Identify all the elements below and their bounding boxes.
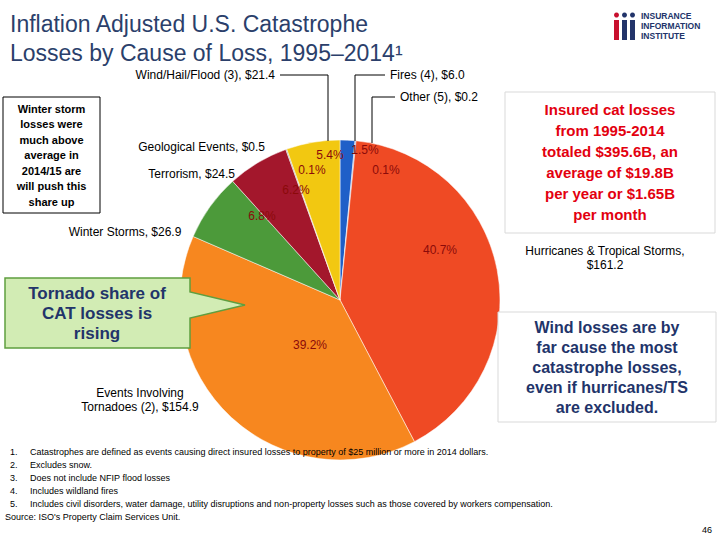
svg-text:far cause the most: far cause the most: [536, 339, 678, 356]
svg-text:average of $19.8B: average of $19.8B: [546, 164, 674, 181]
svg-text:average in: average in: [24, 149, 79, 161]
svg-text:Includes civil disorders, wate: Includes civil disorders, water damage, …: [30, 499, 553, 509]
svg-text:rising: rising: [74, 324, 120, 343]
svg-text:Tornadoes (2), $154.9: Tornadoes (2), $154.9: [81, 400, 199, 414]
svg-text:0.1%: 0.1%: [372, 163, 400, 177]
svg-text:catastrophe losses,: catastrophe losses,: [532, 359, 681, 376]
svg-text:5.: 5.: [10, 499, 18, 509]
svg-text:Tornado share of: Tornado share of: [28, 284, 166, 303]
svg-text:4.: 4.: [10, 486, 18, 496]
svg-text:Fires (4), $6.0: Fires (4), $6.0: [390, 68, 465, 82]
svg-text:Catastrophes are defined as ev: Catastrophes are defined as events causi…: [30, 447, 488, 457]
svg-text:CAT losses is: CAT losses is: [42, 304, 152, 323]
svg-text:Hurricanes & Tropical Storms,: Hurricanes & Tropical Storms,: [525, 244, 684, 258]
svg-text:$161.2: $161.2: [587, 258, 624, 272]
svg-text:5.4%: 5.4%: [316, 148, 344, 162]
svg-text:Excludes snow.: Excludes snow.: [30, 460, 92, 470]
svg-text:INFORMATION: INFORMATION: [641, 21, 700, 31]
svg-text:are excluded.: are excluded.: [556, 399, 658, 416]
svg-text:from 1995-2014: from 1995-2014: [555, 122, 665, 139]
svg-text:much above: much above: [19, 134, 83, 146]
svg-text:Geological Events, $0.5: Geological Events, $0.5: [138, 140, 265, 154]
svg-text:even if hurricanes/TS: even if hurricanes/TS: [526, 379, 688, 396]
svg-text:Losses by Cause of Loss, 1995–: Losses by Cause of Loss, 1995–2014¹: [10, 40, 403, 66]
svg-text:share up: share up: [29, 196, 75, 208]
svg-text:Events Involving: Events Involving: [96, 386, 183, 400]
svg-text:Wind/Hail/Flood (3), $21.4: Wind/Hail/Flood (3), $21.4: [136, 68, 276, 82]
svg-text:Winter storm: Winter storm: [18, 103, 86, 115]
svg-text:will push this: will push this: [16, 180, 87, 192]
svg-text:per year or $1.65B: per year or $1.65B: [545, 185, 675, 202]
svg-text:1.5%: 1.5%: [351, 143, 379, 157]
svg-text:Other (5), $0.2: Other (5), $0.2: [400, 90, 478, 104]
svg-text:Includes wildland fires: Includes wildland fires: [30, 486, 119, 496]
svg-text:Insured cat losses: Insured cat losses: [545, 101, 676, 118]
svg-text:40.7%: 40.7%: [423, 243, 457, 257]
svg-text:Winter Storms, $26.9: Winter Storms, $26.9: [69, 225, 182, 239]
svg-text:6.2%: 6.2%: [282, 183, 310, 197]
svg-text:6.8%: 6.8%: [248, 209, 276, 223]
svg-text:Terrorism, $24.5: Terrorism, $24.5: [148, 167, 235, 181]
svg-text:46: 46: [702, 525, 712, 535]
svg-text:Does not include NFIP flood lo: Does not include NFIP flood losses: [30, 473, 170, 483]
svg-text:Source: ISO's Property Claim S: Source: ISO's Property Claim Services Un…: [5, 512, 180, 522]
svg-text:Wind losses are by: Wind losses are by: [535, 319, 680, 336]
svg-text:per month: per month: [573, 206, 646, 223]
svg-text:totaled $395.6B, an: totaled $395.6B, an: [542, 143, 678, 160]
svg-text:INSTITUTE: INSTITUTE: [641, 31, 685, 41]
svg-text:2.: 2.: [10, 460, 18, 470]
svg-text:losses were: losses were: [20, 118, 82, 130]
svg-text:3.: 3.: [10, 473, 18, 483]
svg-text:2014/15 are: 2014/15 are: [22, 165, 81, 177]
svg-text:INSURANCE: INSURANCE: [641, 11, 692, 21]
svg-text:39.2%: 39.2%: [293, 338, 327, 352]
svg-text:Inflation Adjusted U.S. Catast: Inflation Adjusted U.S. Catastrophe: [10, 11, 368, 37]
svg-text:1.: 1.: [10, 447, 18, 457]
svg-text:0.1%: 0.1%: [298, 163, 326, 177]
